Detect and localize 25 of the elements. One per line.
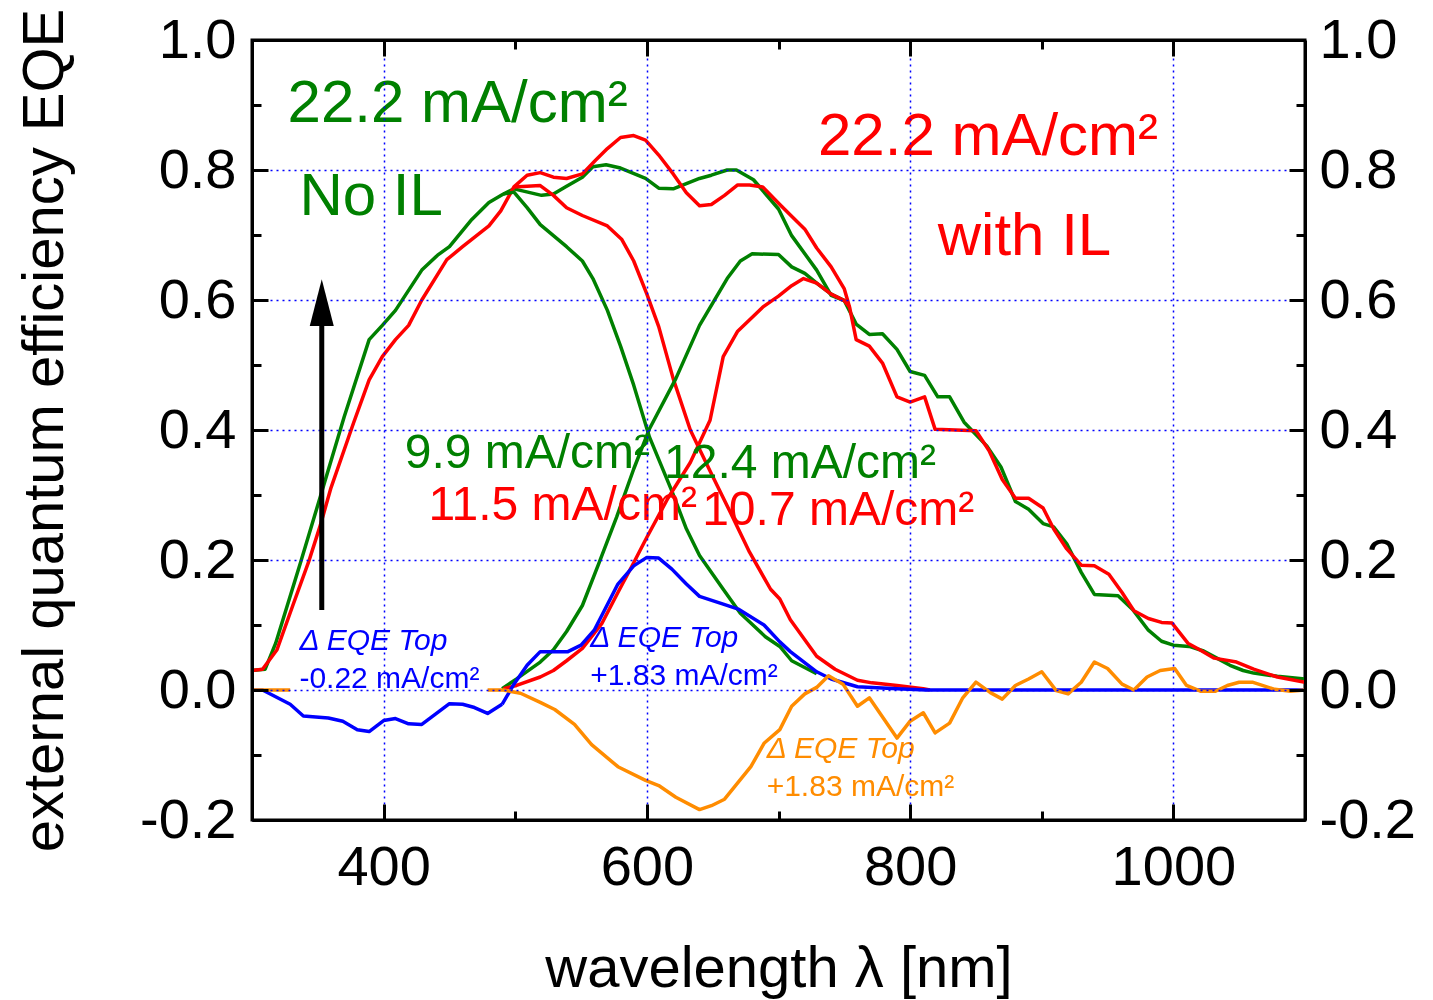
y2-tick-label: 0.0 (1319, 656, 1398, 720)
y-tick-label: 0.2 (158, 526, 237, 590)
y-tick-label: 0.6 (158, 266, 237, 330)
series-label: 22.2 mA/cm² with IL (817, 101, 1159, 269)
y2-tick-label: 0.8 (1319, 136, 1398, 200)
y-tick-label: 0.0 (158, 656, 237, 720)
x-tick-label: 400 (337, 833, 431, 897)
y2-tick-label: 1.0 (1319, 6, 1398, 70)
x-tick-label: 1000 (1111, 833, 1237, 897)
y2-tick-label: 0.6 (1319, 266, 1398, 330)
text: Δ EQE Top +1.83 mA/cm² (766, 730, 955, 802)
x-tick-label: 600 (600, 833, 695, 897)
y2-tick-label: -0.2 (1319, 786, 1416, 850)
text: Δ EQE Top +1.83 mA/cm² (590, 620, 778, 692)
y-axis-title: external quantum efficiency EQE (9, 8, 75, 853)
y-tick-label: 0.8 (158, 136, 237, 200)
x-axis-title: wavelength λ [nm] (544, 933, 1013, 999)
y2-tick-label: 0.2 (1319, 526, 1398, 590)
y-tick-label: 1.0 (158, 6, 237, 70)
y2-tick-label: 0.4 (1319, 396, 1398, 460)
series-label: 22.2 mA/cm² No IL (287, 67, 628, 228)
text: Δ EQE Top -0.22 mA/cm² (299, 622, 480, 695)
y-tick-label: -0.2 (140, 786, 237, 850)
y-tick-label: 0.4 (158, 396, 237, 460)
x-tick-label: 800 (863, 833, 958, 897)
